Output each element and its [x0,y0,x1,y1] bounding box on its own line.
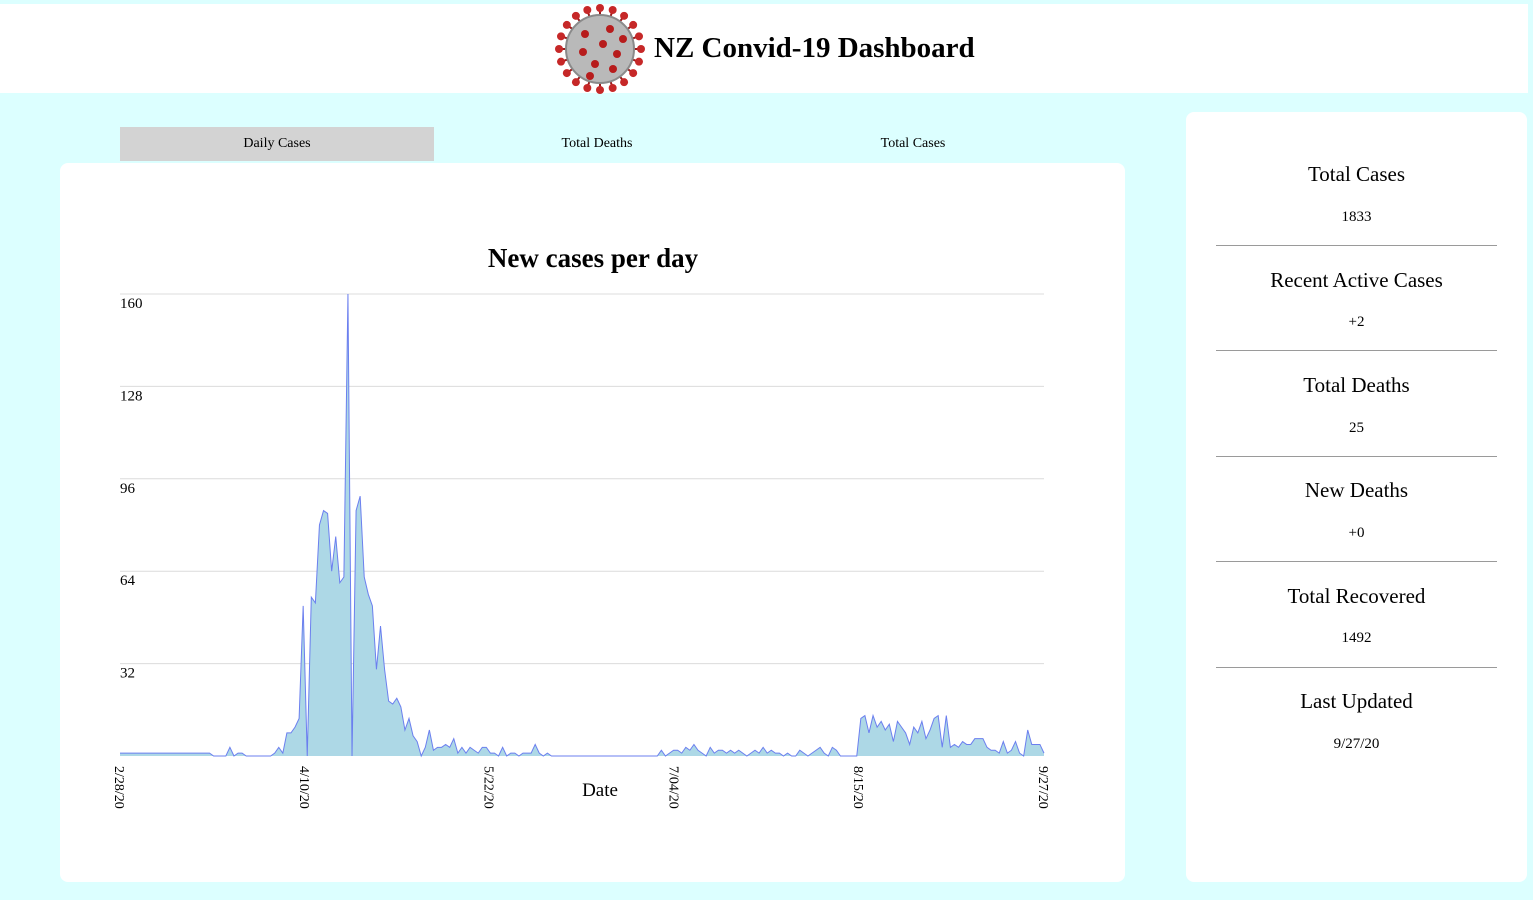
tab-total-cases[interactable]: Total Cases [756,127,1070,161]
x-tick-label: 8/15/20 [850,766,865,809]
stat-label: Total Deaths [1303,373,1410,397]
daily-cases-line [120,293,1045,758]
x-axis-label: Date [582,780,618,801]
y-tick-label: 128 [120,388,143,404]
x-tick-label: 2/28/20 [111,766,126,809]
app-title: NZ Convid-19 Dashboard [654,32,975,64]
stat-value: 25 [1349,420,1364,436]
divider [1216,350,1497,351]
tab-daily-cases[interactable]: Daily Cases [120,127,434,161]
divider [1216,667,1497,668]
coronavirus-icon [555,4,645,94]
chart-title: New cases per day [488,243,699,273]
x-tick-label: 7/04/20 [665,766,680,809]
stat-value: +0 [1348,525,1365,541]
tab-label: Total Cases [880,136,946,151]
x-tick-label: 4/10/20 [296,766,311,809]
tab-label: Daily Cases [243,136,311,151]
x-tick-label: 9/27/20 [1035,766,1050,809]
stat-label: New Deaths [1304,478,1409,502]
y-tick-label: 160 [120,296,143,312]
stat-value: +2 [1348,314,1365,330]
chart-card: New cases per day 2/28/20 4/10/20 5/22/20 7… [60,163,1125,882]
divider [1216,245,1497,246]
stats-panel: Total Cases 1833 Recent Active Cases +2 … [1186,112,1527,882]
y-tick-label: 64 [120,573,136,589]
y-tick-label: 32 [120,666,135,682]
daily-cases-area [120,294,1044,756]
stat-label: Recent Active Cases [1270,268,1443,292]
tab-total-deaths[interactable]: Total Deaths [440,127,754,161]
divider [1216,456,1497,457]
tab-bar: Daily Cases Total Deaths Total Cases [120,127,1070,161]
y-tick-label: 96 [120,481,136,497]
stat-value: 1833 [1341,209,1372,225]
tab-label: Total Deaths [561,136,633,151]
stat-label: Total Recovered [1287,584,1426,608]
daily-cases-chart: New cases per day 2/28/20 4/10/20 5/22/20 7… [111,243,1050,809]
header-bar: NZ Convid-19 Dashboard [0,4,1528,94]
divider [1216,561,1497,562]
stat-label: Last Updated [1300,689,1413,713]
stat-value: 1492 [1341,630,1372,646]
stat-value: 9/27/20 [1333,736,1380,752]
x-tick-label: 5/22/20 [481,766,496,809]
stat-label: Total Cases [1307,162,1406,186]
